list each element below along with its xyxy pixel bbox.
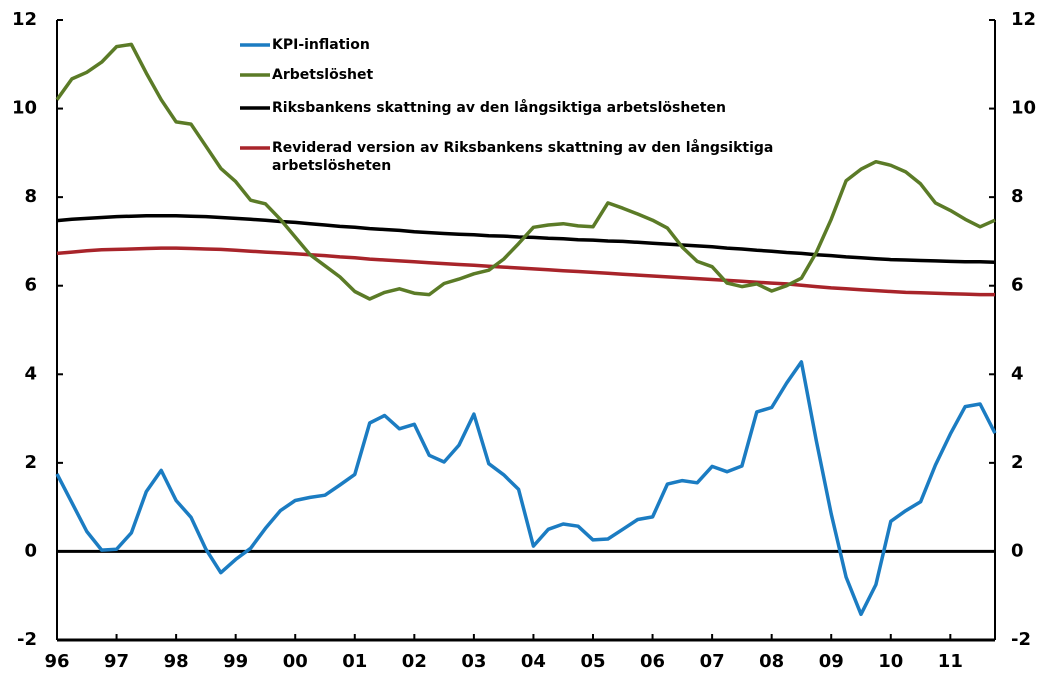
y2-tick-label: 2 [1011, 452, 1024, 473]
y2-tick-label: 10 [1011, 98, 1036, 119]
legend-label: Arbetslöshet [272, 67, 374, 83]
y-tick-label: 8 [24, 186, 37, 207]
y-tick-label: 0 [24, 540, 37, 561]
x-tick-label: 01 [342, 651, 367, 672]
x-tick-label: 99 [223, 651, 248, 672]
x-tick-label: 00 [283, 651, 308, 672]
x-tick-label: 05 [580, 651, 605, 672]
series-line [56, 246, 995, 297]
legend-label: Riksbankens skattning av den långsiktiga… [272, 100, 726, 116]
x-tick-label: 04 [521, 651, 546, 672]
x-tick-label: 07 [700, 651, 725, 672]
x-tick-label: 09 [819, 651, 844, 672]
y-tick-label: 12 [12, 9, 37, 30]
x-tick-label: 06 [640, 651, 665, 672]
x-tick-label: 98 [164, 651, 189, 672]
series-line [56, 213, 996, 264]
y-tick-label: 10 [12, 98, 37, 119]
y2-tick-label: -2 [1011, 629, 1031, 650]
x-tick-label: 10 [878, 651, 903, 672]
series-line [55, 360, 997, 617]
y2-tick-label: 6 [1011, 275, 1024, 296]
y-tick-label: 2 [24, 452, 37, 473]
series-line [55, 42, 996, 301]
y-tick-label: 4 [24, 363, 37, 384]
legend-label: Reviderad version av Riksbankens skattni… [272, 140, 774, 174]
y2-tick-label: 4 [1011, 363, 1024, 384]
x-tick-label: 08 [759, 651, 784, 672]
x-tick-label: 03 [461, 651, 486, 672]
x-tick-label: 11 [938, 651, 963, 672]
y-tick-label: -2 [17, 629, 37, 650]
legend-label: KPI-inflation [272, 37, 370, 53]
y2-tick-label: 0 [1011, 540, 1024, 561]
y-tick-label: 6 [24, 275, 37, 296]
y2-tick-label: 12 [1011, 9, 1036, 30]
x-tick-label: 97 [104, 651, 129, 672]
y2-tick-label: 8 [1011, 186, 1024, 207]
x-tick-label: 02 [402, 651, 427, 672]
x-tick-label: 96 [44, 651, 69, 672]
